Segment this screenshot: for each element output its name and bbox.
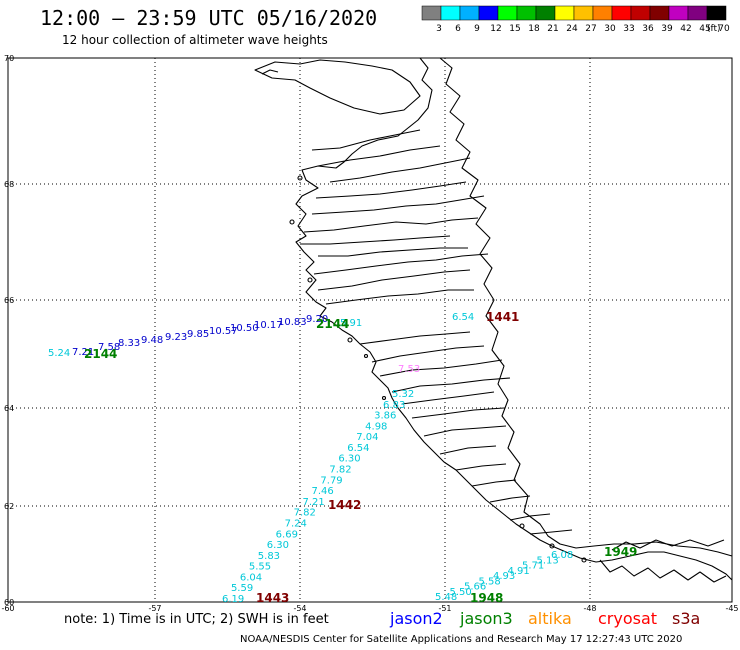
- jason2-swh-value: 9.85: [187, 329, 209, 340]
- note-text: note: 1) Time is in UTC; 2) SWH is in fe…: [64, 612, 329, 627]
- lat-tick-label: 60: [4, 598, 14, 607]
- colorbar-label: 33: [623, 24, 634, 34]
- swh-value: 4.98: [365, 421, 387, 432]
- legend-jason3: jason3: [460, 609, 513, 628]
- swh-value: 6.83: [383, 400, 405, 411]
- colorbar-label: 39: [661, 24, 673, 34]
- swh-value: 6.30: [267, 540, 289, 551]
- legend-altika: altika: [528, 609, 572, 628]
- colorbar-label: 6: [455, 24, 461, 34]
- swh-value: 3.86: [374, 411, 396, 422]
- jason2-swh-value: 7.58: [98, 342, 120, 353]
- pass-time-label: 2144: [84, 347, 117, 361]
- colorbar-label: 12: [490, 24, 501, 34]
- jason2-swh-value: 10.17: [254, 320, 283, 331]
- lon-tick-label: -57: [148, 604, 161, 613]
- swh-value: 6.54: [452, 312, 474, 323]
- lat-tick-label: 66: [4, 296, 14, 305]
- jason2-swh-value: 10.50: [230, 323, 259, 334]
- lon-tick-label: -48: [583, 604, 596, 613]
- swh-value: 5.50: [450, 587, 472, 598]
- lon-tick-label: -54: [293, 604, 306, 613]
- lat-tick-label: 64: [4, 404, 14, 413]
- lon-tick-label: -51: [438, 604, 451, 613]
- swh-value: 7.79: [320, 475, 342, 486]
- swh-value: 6.19: [222, 594, 244, 605]
- swh-value: 5.66: [464, 582, 486, 593]
- colorbar-label: 18: [528, 24, 540, 34]
- jason2-swh-value: 9.23: [165, 332, 187, 343]
- swh-value: 6.69: [276, 529, 298, 540]
- footer-credit: NOAA/NESDIS Center for Satellite Applica…: [240, 634, 683, 645]
- swh-value: 7.82: [294, 508, 316, 519]
- swh-value: 5.13: [537, 555, 559, 566]
- swh-value: 5.91: [340, 318, 362, 329]
- swh-value: 7.21: [303, 497, 325, 508]
- colorbar-label: 42: [680, 24, 691, 34]
- lon-tick-label: -45: [725, 604, 738, 613]
- swh-value: 5.48: [435, 592, 457, 603]
- swh-value: 6.04: [240, 572, 262, 583]
- lat-tick-label: 68: [4, 180, 14, 189]
- legend-cryosat: cryosat: [598, 609, 658, 628]
- colorbar-label: 3: [436, 24, 442, 34]
- swh-value: 5.71: [522, 561, 544, 572]
- colorbar-label: 27: [585, 24, 596, 34]
- pass-time-label: 1949: [604, 545, 637, 559]
- colorbar-unit: (ft): [707, 24, 721, 34]
- legend-jason2: jason2: [390, 609, 443, 628]
- jason2-swh-value: 10.83: [278, 317, 307, 328]
- swh-value: 5.59: [231, 583, 253, 594]
- swh-value: 6.08: [551, 550, 573, 561]
- swh-value: 5.32: [392, 389, 414, 400]
- swh-value: 4.91: [508, 566, 530, 577]
- colorbar-label: 21: [547, 24, 558, 34]
- colorbar-label: 36: [642, 24, 654, 34]
- colorbar: 3 6 9 12 15 18 21 24 27 30 33 36 39 42 45 70 (ft): [421, 5, 730, 34]
- pass-time-label: 1443: [256, 591, 289, 605]
- swh-value: 5.24: [48, 348, 70, 359]
- lon-tick-label: -60: [1, 604, 14, 613]
- greenland-coastline: [254, 57, 733, 583]
- colorbar-cell: [706, 5, 727, 21]
- colorbar-label: 70: [718, 24, 730, 34]
- swh-value: 6.30: [338, 454, 360, 465]
- lat-tick-label: 62: [4, 502, 14, 511]
- swh-value: 6.54: [347, 443, 369, 454]
- colorbar-label: 45: [699, 24, 710, 34]
- swh-value: 5.58: [479, 576, 501, 587]
- pass-time-label: 1442: [328, 498, 361, 512]
- page-title: 12:00 – 23:59 UTC 05/16/2020: [40, 6, 378, 30]
- colorbar-label: 30: [604, 24, 616, 34]
- swh-value: 7.53: [398, 364, 420, 375]
- swh-value: 7.04: [356, 432, 378, 443]
- jason2-swh-value: 10.57: [209, 326, 238, 337]
- swh-value: 7.24: [285, 518, 307, 529]
- pass-time-label: 1948: [470, 591, 503, 605]
- pass-time-label: 2144: [316, 317, 349, 331]
- jason2-swh-value: 9.48: [141, 335, 163, 346]
- legend-s3a: s3a: [672, 609, 701, 628]
- jason2-swh-value: 9.20: [306, 314, 328, 325]
- pass-time-label: 1441: [486, 310, 519, 324]
- swh-value: 5.55: [249, 562, 271, 573]
- swh-value: 4.93: [493, 571, 515, 582]
- colorbar-label: 24: [566, 24, 578, 34]
- lat-tick-label: 70: [4, 54, 14, 63]
- swh-value: 7.46: [311, 486, 333, 497]
- colorbar-label: 15: [509, 24, 520, 34]
- jason2-swh-value: 8.33: [118, 338, 140, 349]
- swh-value: 7.82: [329, 465, 351, 476]
- colorbar-label: 9: [474, 24, 480, 34]
- page-subtitle: 12 hour collection of altimeter wave hei…: [62, 33, 328, 47]
- swh-value: 5.83: [258, 551, 280, 562]
- jason2-swh-value: 7.21: [72, 347, 94, 358]
